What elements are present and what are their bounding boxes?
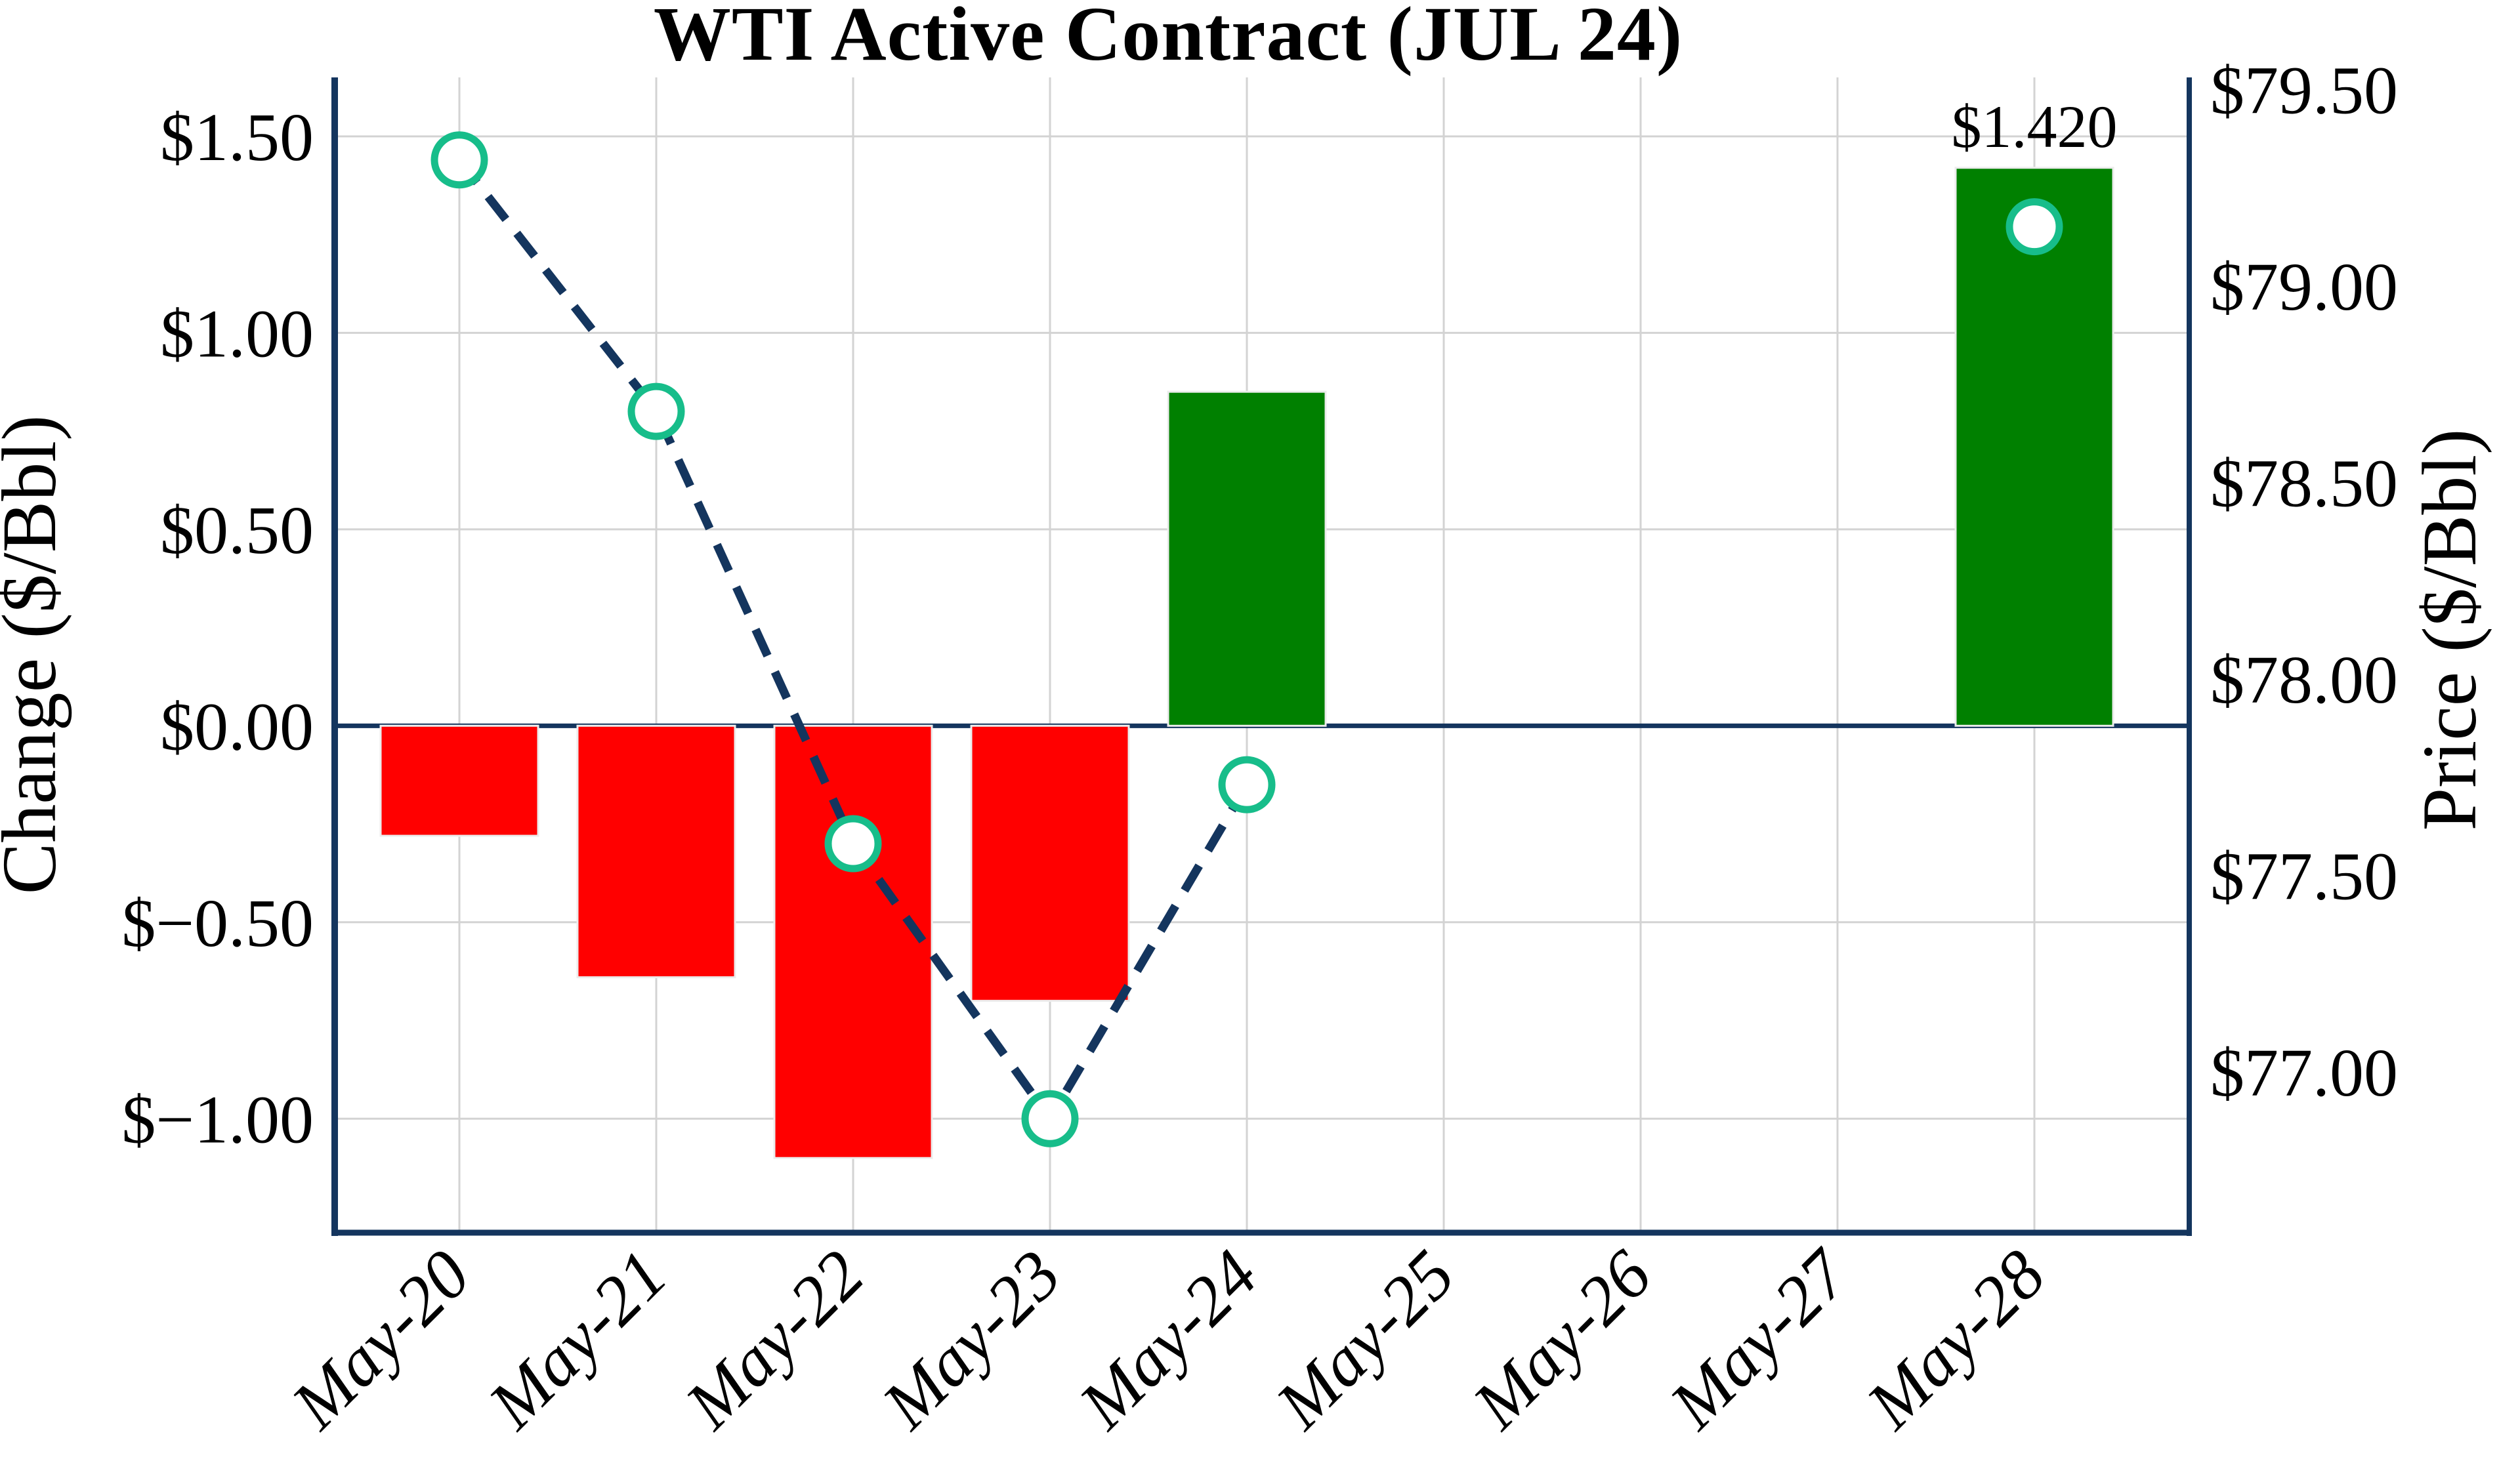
right-axis-tick-label: $79.00 [2210,249,2398,325]
x-axis-tick-label: May-28 [1851,1236,2059,1444]
price-marker [1021,1090,1079,1147]
left-axis-tick-label: $0.00 [160,689,314,765]
right-axis-tick-label: $78.50 [2210,445,2398,521]
x-axis-tick-label: May-27 [1654,1234,1864,1444]
x-axis-tick-label: May-26 [1458,1236,1666,1444]
change-bar [773,724,933,1159]
x-axis-tick-label: May-20 [276,1236,484,1444]
left-axis-title: Change ($/Bbl) [0,415,72,895]
x-axis-tick-label: May-23 [867,1236,1075,1444]
price-marker [1218,756,1276,813]
price-marker [824,815,882,873]
price-marker [430,131,488,189]
change-bar [576,724,736,979]
change-bar [1954,167,2114,727]
bar-annotation: $1.420 [1952,93,2118,160]
right-axis-tick-label: $77.50 [2210,838,2398,914]
x-axis-tick-label: May-25 [1261,1236,1469,1444]
left-axis-tick-label: $0.50 [160,493,314,568]
left-axis-tick-label: $1.00 [160,297,314,372]
x-axis-tick-label: May-21 [473,1236,681,1444]
right-axis-tick-label: $78.00 [2210,642,2398,718]
price-marker [627,382,685,440]
change-bar [1167,390,1327,727]
left-axis-tick-label: $−1.00 [121,1082,314,1158]
change-bar [970,724,1130,1002]
price-marker [2006,198,2063,256]
right-axis-tick-label: $79.50 [2210,52,2398,128]
right-axis-title: Price ($/Bbl) [2406,429,2492,831]
chart-title: WTI Active Contract (JUL 24) [653,0,1683,77]
x-axis-tick-label: May-24 [1064,1236,1272,1444]
left-axis-tick-label: $1.50 [160,100,314,175]
x-axis-tick-label: May-22 [670,1236,878,1444]
change-bar [379,724,539,837]
left-axis-tick-label: $−0.50 [121,886,314,961]
right-axis-tick-label: $77.00 [2210,1035,2398,1111]
